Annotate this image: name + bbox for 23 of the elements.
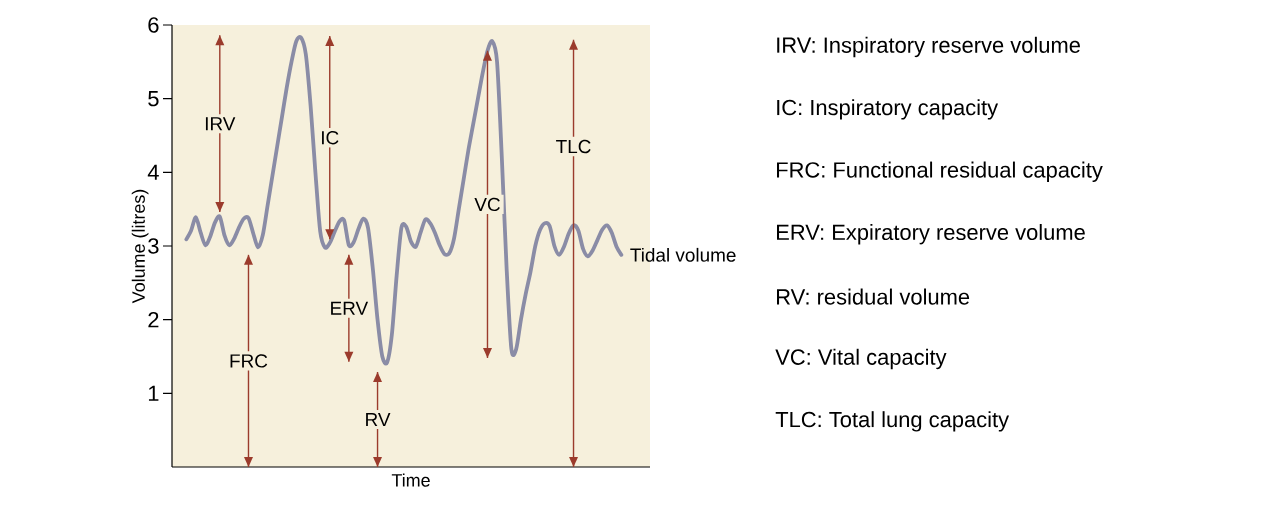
y-tick-label: 1 (148, 385, 159, 401)
text: VC: Vital capacity (775, 348, 947, 370)
data-label: ERV (331, 301, 369, 315)
y-tick-label: 2 (148, 312, 159, 328)
text: RV: residual volume (777, 288, 970, 305)
data-label: TLC (556, 139, 591, 154)
text: FRC: Functional residual capacity (777, 161, 1103, 183)
x-axis-title: Time (391, 473, 430, 487)
y-tick-label: 3 (148, 238, 159, 254)
annotation: Tidal volume (630, 247, 736, 262)
data-label: RV (366, 412, 391, 426)
text: IRV: Inspiratory reserve volume (777, 36, 1080, 58)
text: TLC: Total lung capacity (775, 411, 1010, 432)
y-axis-title: Volume (litres) (131, 189, 149, 304)
text: ERV: Expiratory reserve volume (777, 223, 1085, 245)
data-label: FRC (230, 354, 268, 368)
y-tick-label: 4 (147, 164, 159, 180)
data-label: IRV (205, 117, 236, 131)
text: IC: Inspiratory capacity (777, 99, 999, 120)
y-tick-label: 6 (148, 17, 159, 33)
data-label: IC (322, 131, 339, 145)
data-label: VC (474, 197, 500, 212)
y-tick-label: 5 (148, 91, 159, 107)
